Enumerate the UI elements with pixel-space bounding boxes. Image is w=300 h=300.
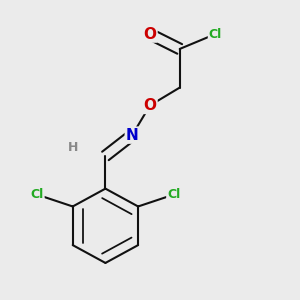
Text: Cl: Cl bbox=[30, 188, 44, 201]
Text: Cl: Cl bbox=[209, 28, 222, 40]
Text: O: O bbox=[143, 27, 157, 42]
Text: Cl: Cl bbox=[167, 188, 180, 201]
Text: O: O bbox=[143, 98, 157, 113]
Text: H: H bbox=[68, 140, 78, 154]
Text: N: N bbox=[126, 128, 139, 142]
